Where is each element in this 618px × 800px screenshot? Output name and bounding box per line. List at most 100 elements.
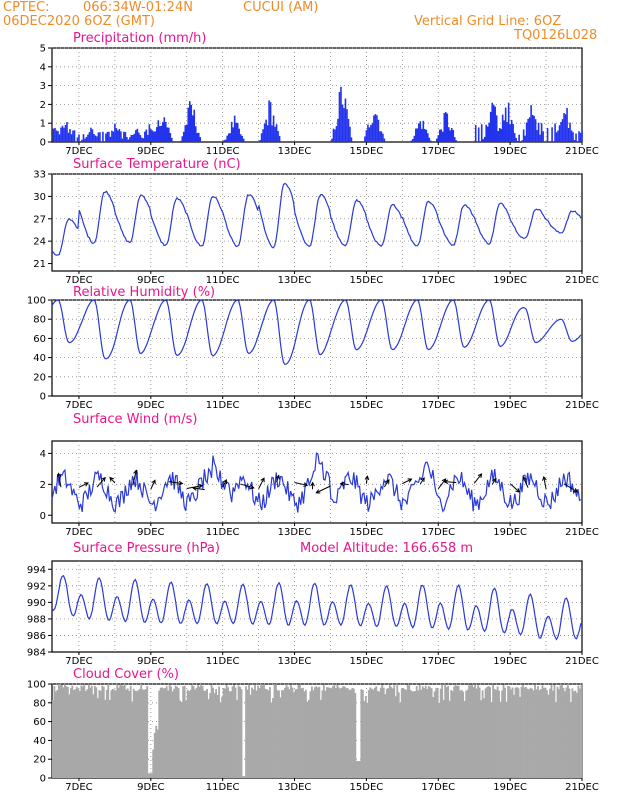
panel-annotation: Model Altitude: 166.658 m — [300, 541, 473, 556]
cloud-bar — [535, 689, 538, 778]
cloud-bar — [543, 687, 545, 778]
wind-arrow-head — [198, 483, 204, 489]
precip-bar — [179, 140, 182, 142]
precip-bar — [518, 134, 520, 142]
precip-bar — [435, 138, 438, 142]
y-tick-label: 990 — [27, 598, 46, 609]
x-tick-label: 9DEC — [137, 782, 164, 793]
cloud-bar — [504, 687, 506, 778]
cloud-bar — [297, 685, 300, 778]
precip-bar — [542, 131, 544, 142]
cloud-bar — [480, 700, 482, 778]
wind-arrow-head — [385, 478, 390, 484]
precip-bar — [374, 114, 377, 142]
cloud-bar — [357, 761, 360, 778]
cloud-bar — [111, 689, 114, 778]
cloud-bar — [471, 684, 474, 778]
wind-arrow — [78, 482, 89, 488]
x-tick-label: 17DEC — [421, 782, 455, 793]
cloud-bar — [257, 685, 259, 778]
precip-bar — [139, 134, 142, 142]
y-tick-label: 2 — [40, 100, 46, 111]
cloud-bar — [222, 687, 225, 778]
wind-arrow — [258, 477, 265, 489]
cloud-bar — [355, 761, 358, 778]
cloud-bar — [418, 684, 421, 778]
cloud-bar — [442, 699, 445, 778]
cloud-bar — [454, 684, 457, 778]
cloud-bar — [315, 686, 318, 778]
precip-bar — [416, 128, 419, 142]
cloud-bar — [501, 690, 503, 778]
x-tick-label: 15DEC — [350, 146, 384, 157]
cloud-bar — [285, 684, 288, 778]
cloud-bar — [83, 684, 86, 778]
cloud-bar — [240, 689, 243, 778]
x-tick-label: 19DEC — [493, 656, 527, 667]
cloud-bar — [405, 689, 408, 778]
precip-bar — [579, 132, 582, 142]
precip-bar — [165, 121, 167, 142]
cloud-bar — [89, 687, 92, 778]
cloud-bar — [478, 687, 481, 778]
cloud-bar — [406, 684, 409, 778]
precip-bar — [61, 125, 64, 142]
cloud-bar — [349, 689, 352, 778]
y-tick-label: 80 — [33, 698, 46, 709]
x-tick-label: 9DEC — [137, 656, 164, 667]
cloud-bar — [155, 725, 158, 778]
cloud-bar — [484, 688, 487, 778]
precip-bar — [560, 121, 562, 142]
wind-arrow-head — [101, 476, 106, 482]
precip-bar — [193, 109, 196, 142]
x-tick-label: 11DEC — [206, 656, 240, 667]
cloud-bar — [218, 686, 220, 778]
cloud-bar — [552, 690, 554, 778]
precip-bar — [169, 133, 172, 142]
precip-bar — [262, 129, 264, 142]
precip-bar — [151, 130, 154, 142]
cloud-bar — [415, 686, 418, 778]
cloud-bar — [496, 686, 499, 778]
x-tick-label: 15DEC — [350, 527, 384, 538]
wind-arrow — [150, 480, 156, 490]
wind-arrow-head — [222, 479, 227, 484]
panel-frame — [51, 299, 583, 397]
cloud-bar — [69, 688, 72, 778]
cloud-bar — [493, 688, 496, 778]
cloud-bar — [90, 685, 93, 778]
precip-bar — [233, 115, 236, 142]
precip-bar — [229, 133, 231, 142]
y-tick-label: 20 — [33, 755, 46, 766]
precip-bar — [530, 105, 532, 142]
wind-arrow-head — [133, 469, 138, 475]
cloud-bar — [487, 686, 490, 778]
cloud-bar — [322, 684, 325, 778]
cloud-bar — [481, 690, 484, 778]
x-tick-label: 11DEC — [206, 400, 240, 411]
cloud-bar — [444, 684, 447, 778]
wind-arrow — [294, 481, 308, 486]
cloud-bar — [243, 776, 246, 778]
x-tick-label: 21DEC — [565, 782, 599, 793]
precip-bar — [558, 125, 561, 142]
cloud-bar — [209, 693, 212, 778]
precip-bar — [271, 125, 273, 142]
x-tick-label: 17DEC — [421, 400, 455, 411]
precip-bar — [531, 114, 534, 142]
cloud-bar — [499, 701, 502, 778]
precip-bar — [337, 118, 339, 142]
precip-bar — [340, 86, 342, 142]
wind-arrow — [58, 473, 62, 488]
precip-bar — [379, 131, 381, 142]
cloud-bar — [293, 692, 295, 778]
wind-arrow — [276, 475, 280, 483]
panel-frame — [51, 440, 583, 524]
cloud-bar — [579, 688, 581, 778]
cloud-bar — [567, 684, 569, 778]
x-tick-label: 19DEC — [493, 527, 527, 538]
wind-arrow — [132, 470, 137, 486]
cloud-bar — [201, 686, 204, 778]
cloud-bar — [561, 684, 563, 778]
precip-bar — [573, 140, 576, 142]
